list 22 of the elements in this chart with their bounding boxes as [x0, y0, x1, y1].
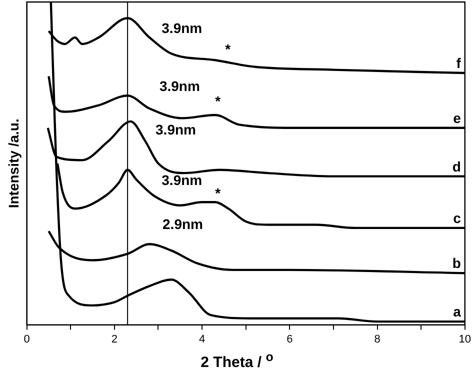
x-tick-label: 6: [286, 333, 293, 346]
annotation: 2.9nm: [162, 216, 203, 232]
series-label: a: [453, 304, 462, 320]
x-tick-label: 10: [458, 333, 472, 346]
annotation: 3.9nm: [162, 20, 202, 36]
annotation: 3.9nm: [159, 78, 200, 94]
x-tick-label: 0: [24, 333, 30, 346]
annotation: *: [215, 92, 222, 109]
annotation: 3.9nm: [156, 121, 196, 138]
series-label: c: [453, 210, 462, 226]
x-tick-label: 2: [111, 333, 118, 346]
annotation: *: [225, 40, 232, 57]
x-tick-label: 8: [374, 333, 380, 346]
series-label: e: [453, 110, 462, 126]
series-label: d: [452, 158, 461, 174]
series-label: b: [452, 255, 461, 272]
annotation: *: [215, 184, 222, 201]
y-axis-title: Intensity /a.u.: [5, 118, 22, 208]
annotation: 3.9nm: [162, 172, 202, 188]
series-label: f: [456, 55, 462, 72]
x-tick-label: 4: [198, 333, 206, 346]
x-axis-title: 2 Theta / $^{o}$: [200, 350, 274, 371]
